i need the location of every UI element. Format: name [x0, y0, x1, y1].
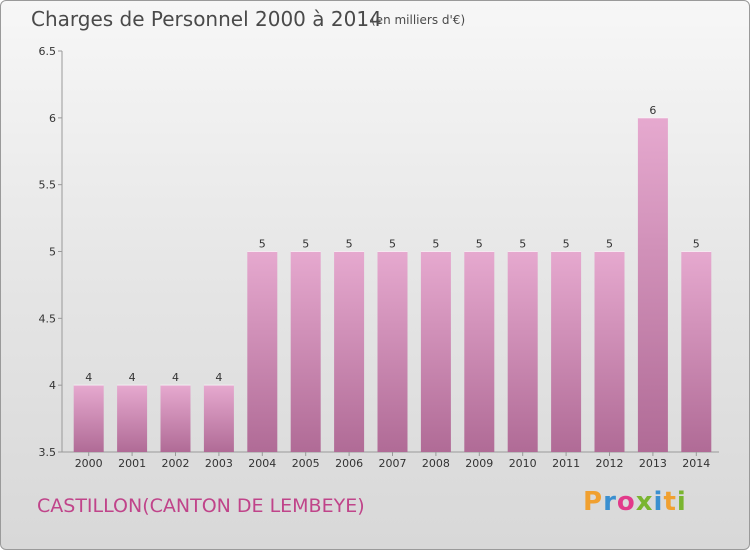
bar: [73, 385, 104, 452]
x-tick-label: 2002: [162, 457, 190, 470]
bar: [551, 251, 582, 452]
x-tick-label: 2012: [596, 457, 624, 470]
logo-letter: x: [635, 487, 654, 517]
logo-letter: o: [616, 487, 636, 517]
data-label: 5: [606, 238, 613, 251]
bar: [637, 117, 668, 452]
y-tick-label: 5.5: [39, 179, 57, 192]
bar: [203, 385, 234, 452]
logo-letter: P: [583, 487, 604, 517]
data-label: 5: [302, 238, 309, 251]
x-tick-label: 2014: [682, 457, 710, 470]
data-label: 5: [519, 238, 526, 251]
y-tick-label: 5: [49, 246, 56, 259]
location-name: CASTILLON(CANTON DE LEMBEYE): [37, 495, 365, 517]
logo-letter: r: [603, 487, 617, 517]
x-tick-label: 2004: [248, 457, 276, 470]
data-label: 5: [259, 238, 266, 251]
bar: [464, 251, 495, 452]
x-tick-label: 2007: [379, 457, 407, 470]
bar: [334, 251, 365, 452]
data-label: 5: [563, 238, 570, 251]
x-tick-label: 2013: [639, 457, 667, 470]
chart-title: Charges de Personnel 2000 à 2014: [31, 7, 382, 31]
bar: [117, 385, 148, 452]
data-label: 5: [389, 238, 396, 251]
logo-letter: i: [676, 487, 687, 517]
data-label: 5: [476, 238, 483, 251]
proxiti-logo: Proxiti: [583, 487, 687, 517]
x-tick-label: 2010: [509, 457, 537, 470]
logo-letter: i: [653, 487, 664, 517]
bar: [594, 251, 625, 452]
bar: [507, 251, 538, 452]
data-label: 4: [129, 371, 136, 384]
data-label: 4: [85, 371, 92, 384]
y-tick-label: 3.5: [39, 446, 57, 459]
y-tick-label: 4: [49, 379, 56, 392]
bar: [290, 251, 321, 452]
data-label: 6: [649, 104, 656, 117]
data-label: 5: [693, 238, 700, 251]
chart-subtitle: (en milliers d'€): [371, 13, 466, 27]
logo-letter: t: [663, 487, 677, 517]
x-tick-label: 2001: [118, 457, 146, 470]
data-label: 4: [215, 371, 222, 384]
x-tick-label: 2011: [552, 457, 580, 470]
y-tick-label: 6: [49, 112, 56, 125]
bar: [247, 251, 278, 452]
x-tick-label: 2005: [292, 457, 320, 470]
data-label: 5: [346, 238, 353, 251]
y-tick-label: 4.5: [39, 312, 57, 325]
data-label: 4: [172, 371, 179, 384]
x-tick-label: 2003: [205, 457, 233, 470]
bar: [377, 251, 408, 452]
x-tick-label: 2006: [335, 457, 363, 470]
bar: [160, 385, 191, 452]
data-label: 5: [432, 238, 439, 251]
x-tick-label: 2000: [75, 457, 103, 470]
x-tick-label: 2009: [465, 457, 493, 470]
bar: [420, 251, 451, 452]
x-tick-label: 2008: [422, 457, 450, 470]
y-tick-label: 6.5: [39, 45, 57, 58]
bar: [681, 251, 712, 452]
